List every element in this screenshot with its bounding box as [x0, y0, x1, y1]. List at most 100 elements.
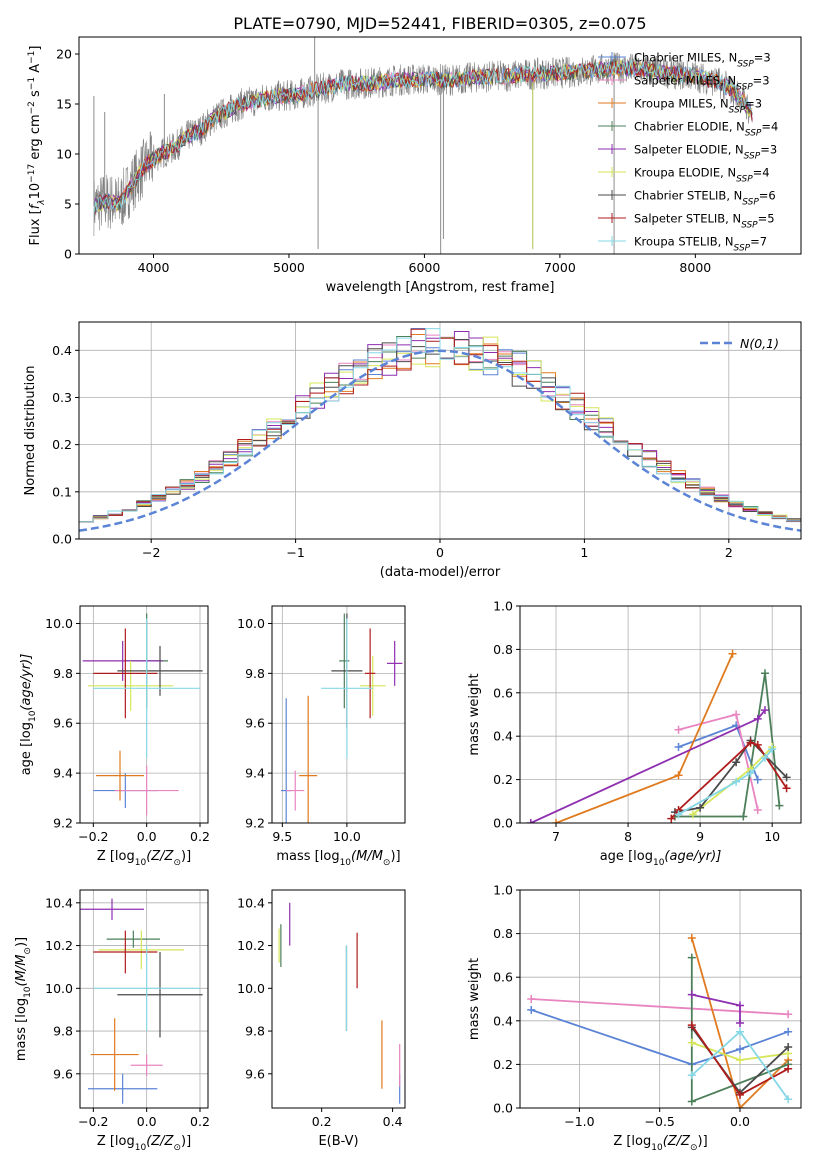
- axes-frame: [271, 889, 406, 1109]
- x-tick-label: 0.0: [730, 1114, 750, 1129]
- weight-marker: [784, 1042, 793, 1051]
- y-tick-label: 9.4: [53, 766, 73, 781]
- axes: 9.5 10.0 9.2 9.4 9.6 9.8 10.0: [237, 605, 406, 844]
- weight-marker: [784, 1064, 793, 1073]
- axes: −0.2 0.0 0.2 9.2 9.4 9.6 9.8 10.0: [45, 605, 210, 844]
- axes: 4000 5000 6000 7000 8000 0 5 10 15 20: [56, 36, 802, 275]
- axes-frame: [79, 605, 209, 824]
- weight-marker: [782, 784, 791, 793]
- y-tick-label: 15: [56, 97, 72, 112]
- weight-marker: [735, 1104, 744, 1108]
- legend-entry: Kroupa ELODIE, NSSP=4: [634, 166, 770, 185]
- x-tick-label: 7000: [544, 260, 576, 275]
- weight-marker: [732, 758, 741, 767]
- x-tick-label: −0.2: [78, 1114, 108, 1129]
- y-tick-label: 0.3: [52, 390, 72, 405]
- plot-area: [526, 649, 791, 823]
- y-tick-label: 0.0: [52, 532, 72, 547]
- y-axis-label: Normed distribution: [23, 366, 38, 496]
- spectrum-panel: 4000 5000 6000 7000 8000 0 5 10 15 20 Chabrier MIL…: [27, 36, 802, 295]
- axes: 0.2 0.4 9.6 9.8 10.0 10.2 10.4: [237, 889, 406, 1129]
- axes-frame: [78, 36, 802, 255]
- weight-marker: [732, 777, 741, 786]
- weight-line-3: [674, 673, 781, 818]
- axes-frame: [271, 605, 406, 824]
- weight-marker: [753, 805, 762, 814]
- x-tick-label: −1: [286, 545, 304, 560]
- weight-marker: [527, 1005, 536, 1014]
- y-axis-label: mass [log10(M/M⊙)]: [14, 937, 33, 1061]
- y-tick-label: 9.8: [245, 1024, 265, 1039]
- weight-line-2: [555, 653, 734, 823]
- plot-area: [278, 902, 401, 1104]
- y-axis-label: Flux [fλ10−17 erg cm−2 s−1 A−1]: [27, 46, 47, 246]
- x-tick-label: −0.5: [645, 1114, 675, 1129]
- plot-area: [93, 37, 753, 254]
- legend-entry: Salpeter MILES, NSSP=3: [634, 74, 770, 93]
- y-tick-label: 9.4: [245, 766, 265, 781]
- weight-marker: [674, 810, 683, 819]
- weight-line-5: [692, 746, 773, 816]
- weight-marker: [732, 710, 741, 719]
- y-tick-label: 9.8: [53, 666, 73, 681]
- y-tick-label: 1.0: [493, 883, 513, 898]
- y-tick-label: 5: [64, 197, 72, 212]
- y-tick-label: 0: [64, 247, 72, 262]
- age-vs-mass-panel: 9.5 10.0 9.2 9.4 9.6 9.8 10.0 mass [log10(M/M⊙)…: [237, 605, 406, 868]
- weight-marker: [674, 725, 683, 734]
- weight-marker: [784, 1027, 793, 1036]
- y-tick-label: 0.6: [493, 685, 513, 700]
- axes-frame: [519, 889, 802, 1109]
- x-axis-label: Z [log10(Z/Z⊙)]: [97, 1134, 191, 1153]
- weight-marker: [667, 814, 676, 823]
- weight-vs-metallicity-panel: −1.0 −0.5 0.0 0.0 0.2 0.4 0.6 0.8 1.0 Z [log10(Z/…: [467, 883, 802, 1153]
- plot-area: [281, 613, 403, 823]
- legend-entry: Kroupa STELIB, NSSP=7: [634, 235, 767, 254]
- y-tick-label: 0.2: [493, 1057, 513, 1072]
- weight-marker: [784, 1010, 793, 1019]
- x-tick-label: 7: [552, 829, 560, 844]
- y-tick-label: 10.4: [237, 895, 265, 910]
- y-tick-label: 0.0: [493, 816, 513, 831]
- weight-line-0: [530, 1009, 789, 1066]
- x-tick-label: 9.5: [272, 829, 292, 844]
- x-tick-label: 5000: [273, 260, 305, 275]
- y-tick-label: 9.2: [245, 816, 265, 831]
- y-tick-label: 9.6: [53, 716, 73, 731]
- model-line-8: [93, 60, 753, 215]
- legend-entry: Chabrier MILES, NSSP=3: [634, 51, 771, 70]
- x-tick-label: 10.0: [333, 829, 361, 844]
- y-tick-label: 10: [56, 147, 72, 162]
- figure-title: PLATE=0790, MJD=52441, FIBERID=0305, z=0…: [233, 14, 646, 33]
- gaussian-curve: [79, 349, 801, 532]
- residuals-panel: −2 −1 0 1 2 0.0 0.1 0.2 0.3 0.4 N(0,1) (data-model)…: [23, 321, 802, 580]
- x-axis-label: wavelength [Angstrom, rest frame]: [326, 280, 555, 295]
- axes: −1.0 −0.5 0.0 0.0 0.2 0.4 0.6 0.8 1.0: [493, 883, 802, 1129]
- y-tick-label: 1.0: [493, 599, 513, 614]
- weight-marker: [753, 714, 762, 723]
- axes: −0.2 0.0 0.2 9.6 9.8 10.0 10.2 10.4: [45, 889, 210, 1129]
- mass-vs-metallicity-panel: −0.2 0.0 0.2 9.6 9.8 10.0 10.2 10.4 Z [log10(Z/Z…: [14, 889, 210, 1153]
- y-tick-label: 0.2: [493, 772, 513, 787]
- x-tick-label: 8000: [679, 260, 711, 275]
- y-axis-label: age [log10(age/yr)]: [19, 654, 38, 776]
- y-tick-label: 10.2: [45, 938, 73, 953]
- weight-marker: [674, 771, 683, 780]
- axes-frame: [79, 889, 209, 1109]
- weight-marker: [687, 990, 696, 999]
- x-tick-label: 0.2: [190, 1114, 210, 1129]
- y-tick-label: 0.4: [493, 1013, 513, 1028]
- x-axis-label: Z [log10(Z/Z⊙)]: [97, 849, 191, 868]
- x-tick-label: 10: [764, 829, 780, 844]
- y-tick-label: 0.0: [493, 1101, 513, 1116]
- weight-marker: [687, 1021, 696, 1030]
- x-tick-label: 0.2: [312, 1114, 332, 1129]
- x-tick-label: −2: [142, 545, 160, 560]
- weight-marker: [687, 1038, 696, 1047]
- y-tick-label: 0.2: [52, 437, 72, 452]
- weight-marker: [696, 803, 705, 812]
- weight-marker: [760, 669, 769, 678]
- weight-marker: [687, 953, 696, 962]
- weight-marker: [753, 740, 762, 749]
